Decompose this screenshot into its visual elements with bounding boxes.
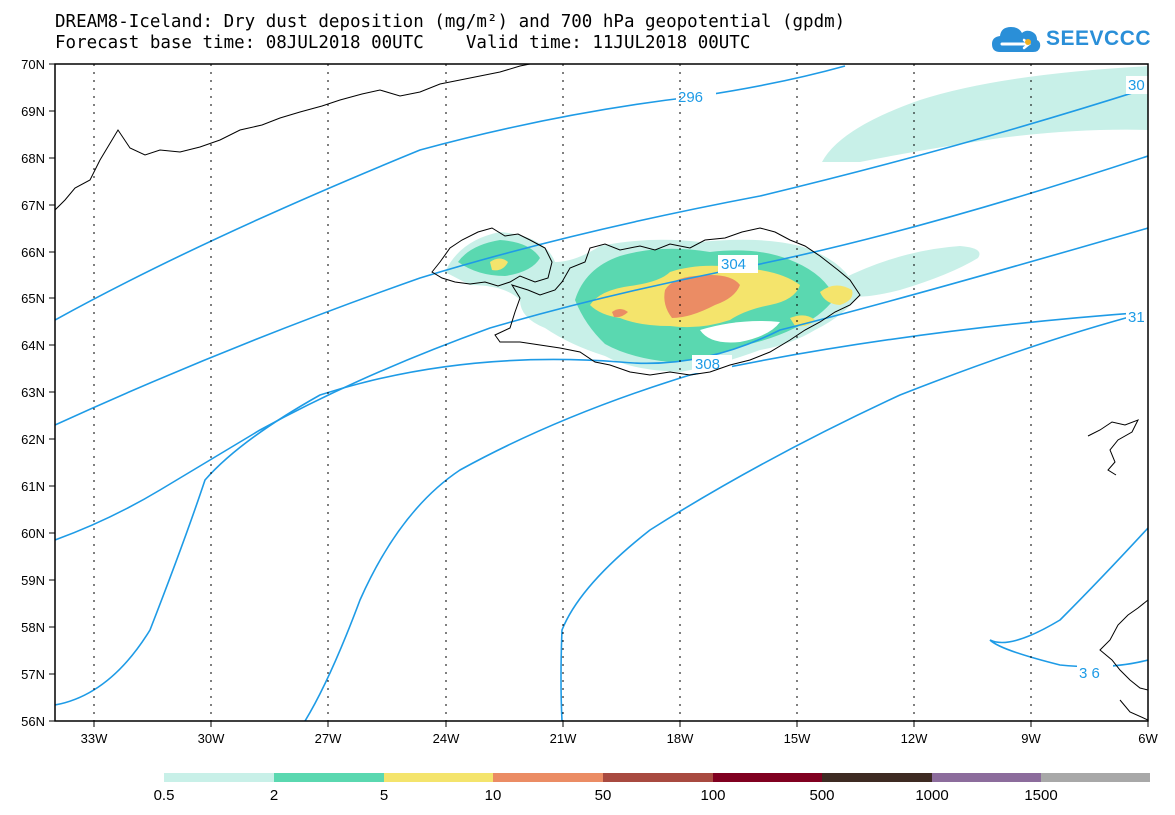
lat-label: 64N xyxy=(21,338,45,353)
lon-label: 21W xyxy=(550,731,577,746)
contour-labels: 296 30 304 308 31 3 6 xyxy=(676,76,1150,682)
lon-label: 30W xyxy=(198,731,225,746)
lat-label: 65N xyxy=(21,291,45,306)
legend-swatch-0-5 xyxy=(164,773,274,782)
deposition-area-5-west xyxy=(490,258,508,271)
contour-line-304 xyxy=(55,155,1148,541)
lat-label: 59N xyxy=(21,573,45,588)
lat-label: 57N xyxy=(21,667,45,682)
geopotential-contours xyxy=(55,65,1148,721)
lon-label: 27W xyxy=(315,731,342,746)
coastlines xyxy=(55,64,1148,721)
legend-label: 50 xyxy=(595,787,612,804)
legend-label: 1500 xyxy=(1024,787,1057,804)
lat-label: 60N xyxy=(21,526,45,541)
coast-scotland xyxy=(1099,599,1148,721)
contour-label-300: 30 xyxy=(1128,77,1145,94)
deposition-area-10-west xyxy=(612,309,628,318)
legend-label: 100 xyxy=(700,787,725,804)
contour-label-304: 304 xyxy=(721,256,746,273)
legend-label: 10 xyxy=(485,787,502,804)
lat-label: 67N xyxy=(21,198,45,213)
contour-line-316a xyxy=(560,311,1148,721)
contour-line-308 xyxy=(55,227,1148,706)
legend-swatch-1000 xyxy=(932,773,1041,782)
deposition-area-5-east xyxy=(820,285,853,305)
contour-line-300 xyxy=(55,87,1148,426)
coast-greenland xyxy=(55,64,531,211)
coast-faroe-islands xyxy=(1087,419,1140,476)
legend-label: 500 xyxy=(809,787,834,804)
logo-text: SEEVCCC xyxy=(1046,27,1152,50)
lon-label: 24W xyxy=(433,731,460,746)
contour-label-308: 308 xyxy=(695,356,720,373)
map-title: DREAM8-Iceland: Dry dust deposition (mg/… xyxy=(55,12,845,54)
deposition-area-5-south xyxy=(790,315,815,327)
lat-label: 62N xyxy=(21,432,45,447)
lat-label: 66N xyxy=(21,245,45,260)
lon-label: 6W xyxy=(1138,731,1158,746)
lon-label: 9W xyxy=(1021,731,1041,746)
lon-label: 12W xyxy=(901,731,928,746)
legend-swatch-2 xyxy=(274,773,384,782)
contour-line-296 xyxy=(55,65,846,321)
coast-iceland-main xyxy=(494,227,861,376)
legend-swatch-500 xyxy=(822,773,932,782)
seevccc-logo: SEEVCCC xyxy=(990,20,1151,58)
legend: 0.5 2 5 10 50 100 500 1000 1500 xyxy=(154,773,1150,804)
lon-label: 18W xyxy=(667,731,694,746)
longitude-axis: 33W 30W 27W 24W 21W 18W 15W 12W 9W 6W xyxy=(81,721,1158,746)
lon-label: 33W xyxy=(81,731,108,746)
lat-label: 61N xyxy=(21,479,45,494)
deposition-gap xyxy=(700,321,780,343)
deposition-plume-northeast xyxy=(822,66,1148,162)
legend-swatch-5 xyxy=(384,773,493,782)
coast-iceland-westfjords xyxy=(431,227,553,287)
lon-label: 15W xyxy=(784,731,811,746)
lat-label: 63N xyxy=(21,385,45,400)
graticule xyxy=(93,64,1032,721)
legend-swatch-50 xyxy=(603,773,713,782)
deposition-area-10 xyxy=(664,275,740,318)
deposition-plume-east xyxy=(840,246,980,297)
lat-label: 70N xyxy=(21,57,45,72)
contour-line-312 xyxy=(304,311,1148,721)
legend-swatch-10 xyxy=(493,773,603,782)
legend-label: 5 xyxy=(380,787,388,804)
contour-line-316b xyxy=(989,527,1148,668)
legend-label: 1000 xyxy=(915,787,948,804)
legend-label: 2 xyxy=(270,787,278,804)
latitude-axis: 70N 69N 68N 67N 66N 65N 64N 63N 62N 61N … xyxy=(21,57,55,729)
title-line-1: DREAM8-Iceland: Dry dust deposition (mg/… xyxy=(55,12,846,32)
dust-deposition-shading xyxy=(445,66,1148,372)
legend-swatch-1500 xyxy=(1041,773,1150,782)
contour-label-296: 296 xyxy=(678,89,703,106)
lat-label: 68N xyxy=(21,151,45,166)
cloud-icon xyxy=(992,27,1041,52)
map-frame xyxy=(54,63,1149,722)
title-line-2: Forecast base time: 08JUL2018 00UTC Vali… xyxy=(55,33,751,53)
contour-label-312: 31 xyxy=(1128,309,1145,326)
lat-label: 69N xyxy=(21,104,45,119)
legend-swatch-100 xyxy=(713,773,822,782)
lat-label: 56N xyxy=(21,714,45,729)
lat-label: 58N xyxy=(21,620,45,635)
contour-label-316: 3 6 xyxy=(1079,665,1100,682)
legend-label: 0.5 xyxy=(154,787,175,804)
